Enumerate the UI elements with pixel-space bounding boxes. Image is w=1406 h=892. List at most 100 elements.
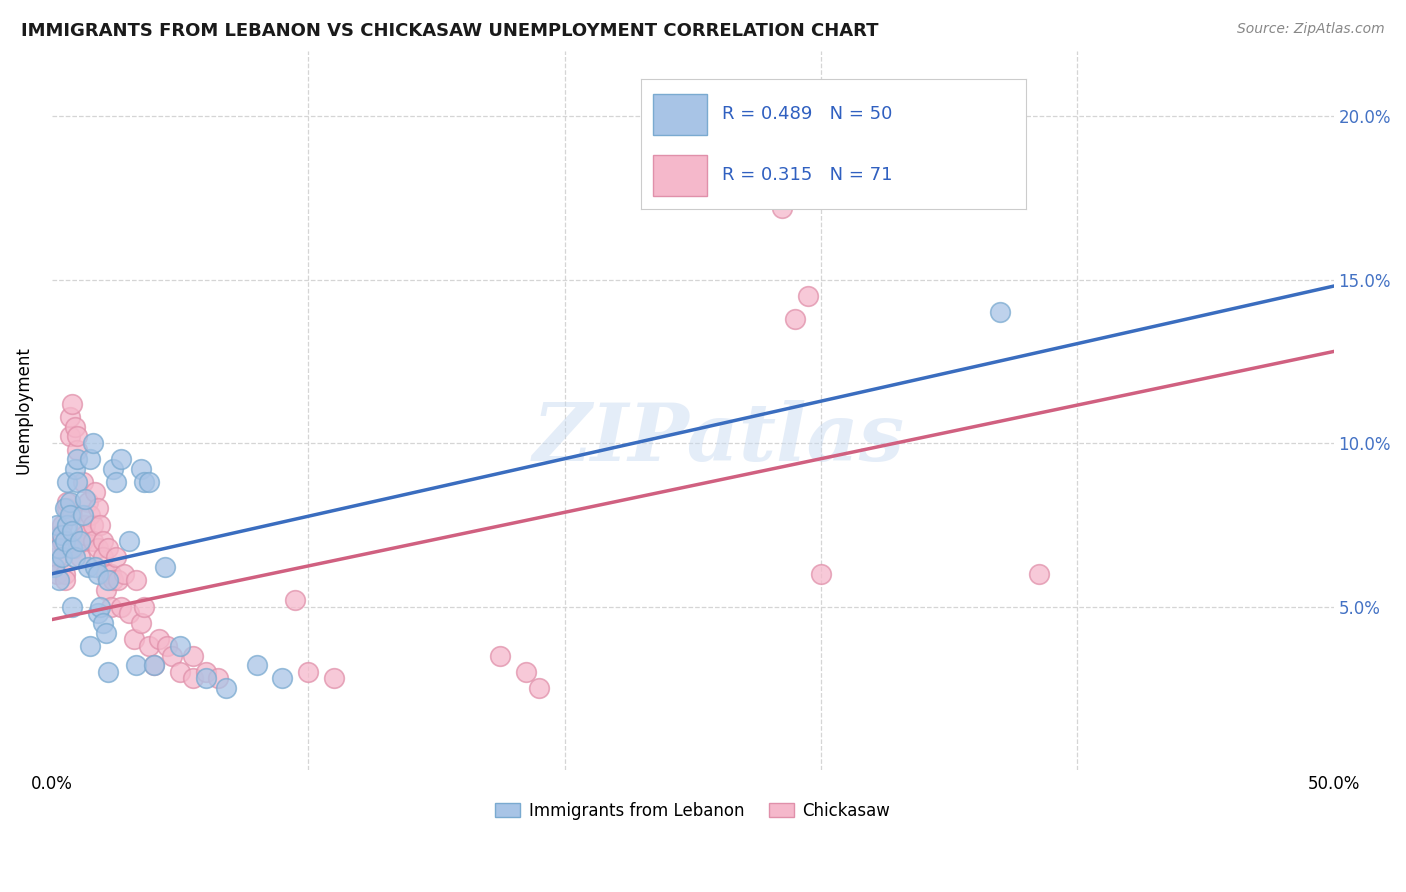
Point xyxy=(48,527,70,541)
Point xyxy=(91,615,114,630)
Point xyxy=(72,534,94,549)
Point xyxy=(87,566,110,581)
Point xyxy=(181,672,204,686)
Point xyxy=(53,534,76,549)
Point xyxy=(79,508,101,522)
Point xyxy=(132,475,155,490)
Point xyxy=(66,475,89,490)
Point xyxy=(97,541,120,555)
Point xyxy=(87,606,110,620)
Point xyxy=(66,442,89,457)
Point xyxy=(63,550,86,565)
Point xyxy=(112,566,135,581)
Point xyxy=(215,681,238,696)
Point xyxy=(51,517,73,532)
Point xyxy=(79,452,101,467)
Point xyxy=(69,534,91,549)
Point xyxy=(89,599,111,614)
Point xyxy=(156,639,179,653)
Legend: Immigrants from Lebanon, Chickasaw: Immigrants from Lebanon, Chickasaw xyxy=(488,795,897,826)
Point xyxy=(72,475,94,490)
Point xyxy=(60,508,83,522)
Point xyxy=(59,508,82,522)
Point xyxy=(94,566,117,581)
Point xyxy=(44,560,66,574)
Point xyxy=(489,648,512,663)
Point xyxy=(45,550,67,565)
Point xyxy=(246,658,269,673)
Point xyxy=(110,452,132,467)
Point xyxy=(104,475,127,490)
Point xyxy=(56,517,79,532)
Point xyxy=(60,541,83,555)
Point xyxy=(284,593,307,607)
Point xyxy=(75,527,97,541)
Point xyxy=(103,462,125,476)
Point xyxy=(59,409,82,424)
Point xyxy=(162,648,184,663)
Point xyxy=(758,148,780,162)
Point xyxy=(84,560,107,574)
Point xyxy=(97,574,120,588)
Point xyxy=(82,517,104,532)
Point xyxy=(125,658,148,673)
Point xyxy=(60,397,83,411)
Point xyxy=(45,566,67,581)
Text: ZIPatlas: ZIPatlas xyxy=(533,401,904,478)
Point xyxy=(79,639,101,653)
Point xyxy=(125,574,148,588)
Point xyxy=(143,658,166,673)
Point xyxy=(82,436,104,450)
Point xyxy=(66,429,89,443)
Point xyxy=(194,672,217,686)
Point xyxy=(103,574,125,588)
Point xyxy=(59,495,82,509)
Point xyxy=(59,429,82,443)
Point xyxy=(72,508,94,522)
Y-axis label: Unemployment: Unemployment xyxy=(15,346,32,475)
Point xyxy=(51,550,73,565)
Point xyxy=(138,475,160,490)
Point xyxy=(53,501,76,516)
Point xyxy=(131,615,153,630)
Point xyxy=(271,672,294,686)
Point xyxy=(76,495,98,509)
Point xyxy=(66,452,89,467)
Point xyxy=(76,560,98,574)
Point xyxy=(107,574,129,588)
Point xyxy=(48,541,70,555)
Point xyxy=(75,517,97,532)
Point xyxy=(44,560,66,574)
Point xyxy=(94,583,117,598)
Point xyxy=(148,632,170,647)
Point xyxy=(100,599,122,614)
Point xyxy=(100,566,122,581)
Point xyxy=(56,475,79,490)
Point xyxy=(1028,566,1050,581)
Text: IMMIGRANTS FROM LEBANON VS CHICKASAW UNEMPLOYMENT CORRELATION CHART: IMMIGRANTS FROM LEBANON VS CHICKASAW UNE… xyxy=(21,22,879,40)
Point xyxy=(143,658,166,673)
Point xyxy=(110,599,132,614)
Point xyxy=(69,550,91,565)
Point xyxy=(297,665,319,679)
Point xyxy=(45,517,67,532)
Point xyxy=(104,550,127,565)
Point xyxy=(91,534,114,549)
Point xyxy=(51,534,73,549)
Point xyxy=(770,201,793,215)
Point xyxy=(63,462,86,476)
Point xyxy=(322,672,344,686)
Point xyxy=(122,632,145,647)
Point xyxy=(785,311,807,326)
Point xyxy=(48,541,70,555)
Point xyxy=(84,485,107,500)
Point xyxy=(91,550,114,565)
Point xyxy=(53,574,76,588)
Point xyxy=(60,524,83,539)
Point xyxy=(48,574,70,588)
Point xyxy=(87,541,110,555)
Point xyxy=(56,501,79,516)
Point xyxy=(82,534,104,549)
Point xyxy=(131,462,153,476)
Point xyxy=(527,681,550,696)
